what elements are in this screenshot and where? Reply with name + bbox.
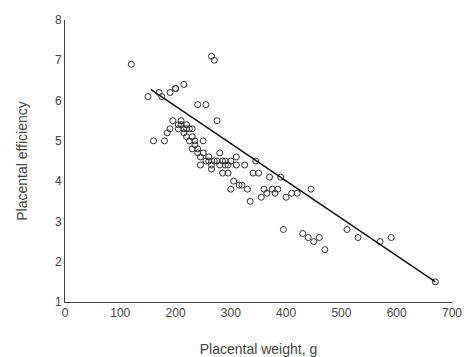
svg-text:1: 1 xyxy=(55,295,62,309)
svg-text:400: 400 xyxy=(276,306,296,320)
svg-text:200: 200 xyxy=(166,306,186,320)
svg-text:5: 5 xyxy=(55,134,62,148)
svg-text:4: 4 xyxy=(55,174,62,188)
svg-text:Placental efficiency: Placental efficiency xyxy=(14,101,30,221)
svg-text:300: 300 xyxy=(221,306,241,320)
svg-text:100: 100 xyxy=(110,306,130,320)
svg-text:500: 500 xyxy=(331,306,351,320)
svg-text:2: 2 xyxy=(55,255,62,269)
svg-text:600: 600 xyxy=(387,306,407,320)
svg-text:700: 700 xyxy=(442,306,462,320)
svg-text:3: 3 xyxy=(55,215,62,229)
svg-text:6: 6 xyxy=(55,94,62,108)
svg-text:7: 7 xyxy=(55,53,62,67)
svg-text:0: 0 xyxy=(62,306,69,320)
svg-text:8: 8 xyxy=(55,13,62,27)
svg-text:Placental weight, g: Placental weight, g xyxy=(200,341,318,357)
